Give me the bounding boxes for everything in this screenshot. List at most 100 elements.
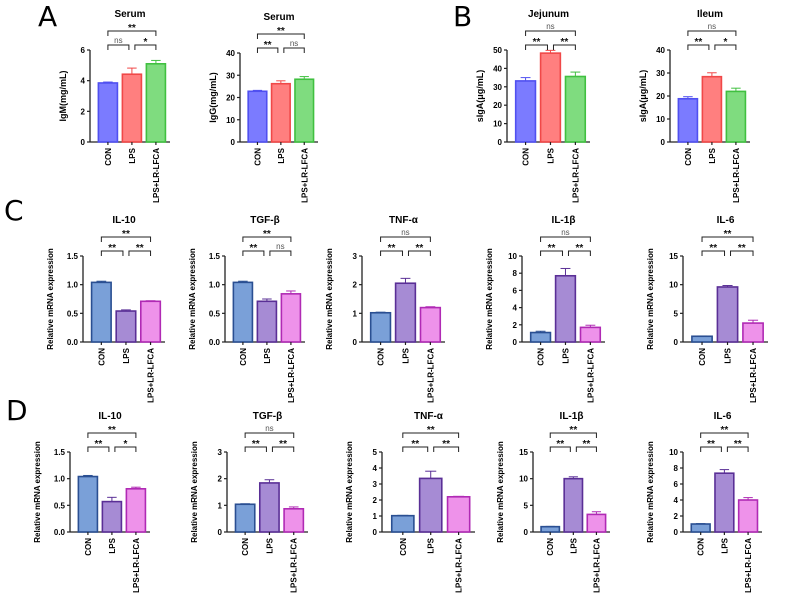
x-tick-label: LPS+LR-LFCA: [287, 348, 296, 403]
significance-bracket: [256, 47, 279, 53]
y-tick-label: 10: [656, 115, 665, 124]
chart-13: IL-6 0 2 4 6 8 10 Relative mRNA expression CON LP…: [646, 411, 762, 593]
bar-lps: [270, 82, 291, 143]
y-tick-label: 8: [513, 269, 518, 278]
y-tick-label: 10: [669, 448, 678, 457]
significance-bracket: [575, 446, 597, 452]
panel-letter-d: D: [6, 394, 28, 427]
chart-title: IL-1β: [552, 215, 576, 226]
y-tick-label: 0.5: [209, 309, 221, 318]
x-tick-label: LPS+LR-LFCA: [455, 538, 464, 593]
y-tick-label: 40: [493, 64, 502, 73]
y-tick-label: 1.0: [209, 281, 221, 290]
significance-bracket: [107, 44, 130, 50]
significance-label: **: [128, 23, 136, 34]
significance-label: **: [136, 243, 144, 254]
significance-bracket: [380, 236, 431, 242]
x-tick-label: LPS+LR-LFCA: [132, 538, 141, 593]
significance-label: **: [556, 439, 564, 450]
significance-label: *: [143, 37, 147, 48]
bar-con: [677, 97, 699, 143]
y-tick-label: 2: [81, 107, 86, 116]
chart-title: TNF-α: [389, 215, 419, 226]
significance-bracket: [380, 250, 403, 256]
x-tick-label: LPS+LR-LFCA: [732, 148, 741, 203]
bar-lps-lr-lfca: [564, 75, 587, 143]
y-tick-label: 10: [508, 252, 517, 261]
significance-label: **: [416, 243, 424, 254]
y-tick-label: 0: [661, 138, 666, 147]
bar-lps-lr-lfca: [579, 326, 602, 343]
significance-label: **: [561, 37, 569, 48]
x-tick-label: CON: [377, 348, 386, 366]
y-tick-label: 50: [493, 46, 502, 55]
significance-label: *: [723, 37, 727, 48]
bar-lps: [101, 500, 123, 533]
chart-12: IL-1β 0 5 10 15 Relative mRNA expression CON LP…: [496, 411, 610, 593]
y-tick-label: 2: [353, 281, 358, 290]
y-axis-label: Relative mRNA expression: [325, 248, 334, 350]
y-tick-label: 40: [226, 49, 235, 58]
y-axis-label: Relative mRNA expression: [190, 441, 199, 543]
y-tick-label: 2: [674, 512, 679, 521]
x-tick-label: LPS: [546, 147, 555, 163]
chart-title: IL-10: [98, 411, 122, 422]
y-tick-label: 0: [674, 528, 679, 537]
x-tick-label: LPS: [122, 347, 131, 363]
x-tick-label: CON: [684, 148, 693, 166]
bar-lps-lr-lfca: [145, 62, 167, 143]
x-tick-label: CON: [97, 348, 106, 366]
significance-bracket: [549, 446, 571, 452]
x-tick-label: LPS: [720, 537, 729, 553]
significance-bracket: [402, 446, 429, 452]
significance-label: **: [108, 243, 116, 254]
significance-label: **: [569, 425, 577, 436]
y-tick-label: 15: [669, 252, 678, 261]
significance-bracket: [407, 250, 431, 256]
y-tick-label: 8: [674, 464, 679, 473]
significance-bracket: [402, 432, 460, 438]
bar-lps-lr-lfca: [139, 300, 162, 343]
chart-7: IL-1β 0 2 4 6 8 10 Relative mRNA expression CON L…: [485, 215, 605, 403]
x-tick-label: LPS: [263, 347, 272, 363]
bar-con: [234, 503, 256, 533]
y-tick-label: 0: [498, 138, 503, 147]
x-tick-label: LPS: [724, 347, 733, 363]
significance-label: **: [277, 26, 285, 37]
y-tick-label: 5: [373, 448, 378, 457]
bar-lps: [258, 482, 280, 533]
y-tick-label: 1.5: [54, 448, 66, 457]
y-tick-label: 4: [81, 77, 86, 86]
significance-label: **: [250, 243, 258, 254]
significance-label: ns: [114, 36, 122, 45]
chart-2: Jejunum 0 10 20 30 40 50 sIgA(μg/mL) CON LPS LPS+L…: [475, 9, 590, 203]
y-axis-label: Relative mRNA expression: [496, 441, 505, 543]
significance-label: **: [734, 439, 742, 450]
y-tick-label: 0: [231, 138, 236, 147]
significance-bracket: [242, 250, 265, 256]
significance-bracket: [700, 432, 749, 438]
significance-bracket: [244, 446, 267, 452]
significance-bracket: [540, 250, 563, 256]
significance-label: **: [264, 40, 272, 51]
y-tick-label: 6: [513, 286, 518, 295]
y-tick-label: 30: [226, 71, 235, 80]
x-tick-label: CON: [241, 538, 250, 556]
y-tick-label: 0: [373, 528, 378, 537]
x-tick-label: CON: [537, 348, 546, 366]
significance-label: ns: [401, 228, 409, 237]
y-tick-label: 10: [226, 116, 235, 125]
significance-bracket: [134, 44, 157, 50]
significance-bracket: [107, 30, 157, 36]
panel-letter-a: A: [38, 0, 58, 33]
x-tick-label: CON: [546, 538, 555, 556]
x-tick-label: LPS+LR-LFCA: [592, 538, 601, 593]
y-tick-label: 0.0: [54, 528, 66, 537]
y-tick-label: 20: [226, 94, 235, 103]
bar-lps: [256, 300, 278, 343]
bar-lps: [539, 52, 562, 143]
bar-lps: [554, 274, 577, 343]
y-tick-label: 3: [373, 480, 378, 489]
x-tick-label: LPS+LR-LFCA: [571, 148, 580, 203]
